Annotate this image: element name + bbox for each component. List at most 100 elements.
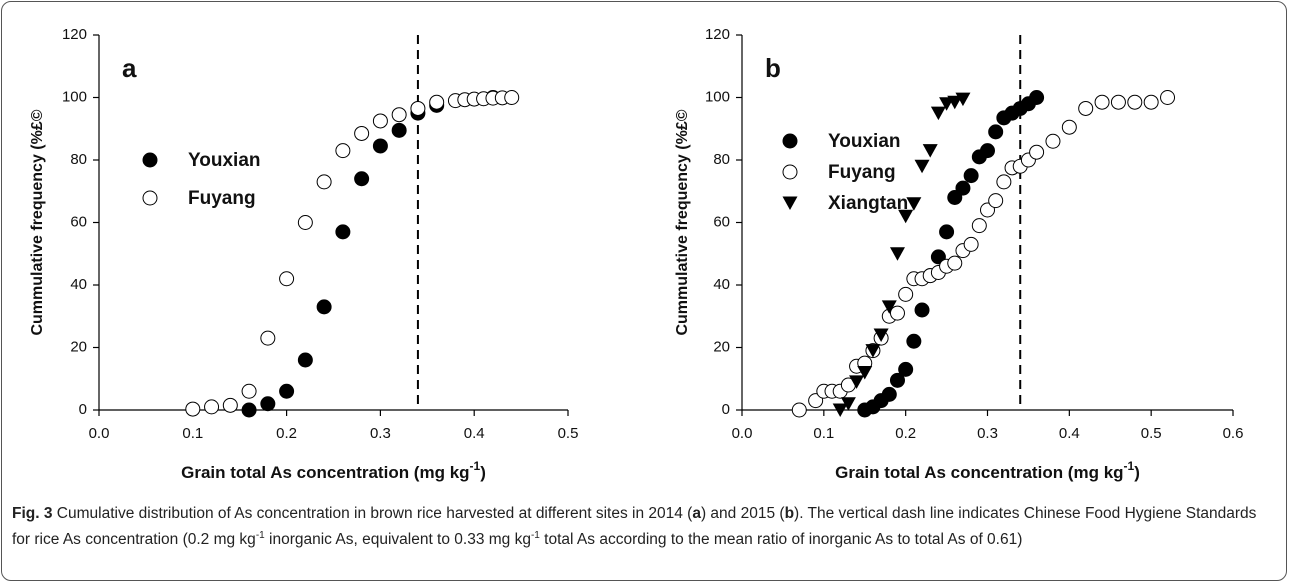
point	[980, 143, 995, 159]
point	[279, 271, 295, 287]
y-tick-label: 0	[79, 401, 87, 418]
point	[914, 159, 930, 174]
point	[260, 396, 276, 412]
y-tick-label: 60	[713, 213, 730, 230]
legend-label: Fuyang	[188, 188, 256, 209]
y-tick-label: 0	[722, 401, 730, 418]
point	[260, 330, 276, 346]
point	[1143, 94, 1159, 110]
point	[354, 125, 370, 141]
y-tick-label: 120	[62, 26, 87, 43]
caption-part: Cumulative distribution of As concentrat…	[52, 505, 693, 522]
point	[204, 399, 220, 415]
legend-marker	[782, 164, 798, 180]
point	[988, 193, 1004, 209]
point	[1110, 94, 1126, 110]
y-tick-label: 40	[70, 276, 87, 293]
x-axis-label: Grain total As concentration (mg kg-1)	[181, 459, 486, 482]
point	[865, 344, 881, 358]
point	[391, 122, 407, 138]
point	[889, 247, 905, 261]
y-tick-label: 100	[705, 88, 730, 105]
x-axis-label: Grain total As concentration (mg kg-1)	[835, 459, 1140, 482]
point	[889, 305, 905, 321]
caption-part: ). The vertical dash line indicates Chin…	[12, 505, 1257, 549]
x-axis-label-text: Grain total As concentration (mg kg	[835, 463, 1123, 482]
x-axis-label-end: )	[480, 463, 486, 482]
point	[279, 383, 295, 399]
panel-label: b	[765, 53, 781, 83]
y-tick-label: 20	[713, 338, 730, 355]
legend-marker	[782, 133, 798, 149]
legend-label: Xiangtan	[828, 193, 908, 214]
point	[1127, 94, 1143, 110]
legend-label: Fuyang	[828, 162, 896, 183]
point	[914, 302, 930, 318]
x-tick-label: 0.1	[182, 425, 203, 442]
point	[963, 236, 979, 252]
point	[222, 397, 238, 413]
y-tick-label: 60	[70, 213, 87, 230]
x-tick-label: 0.5	[1141, 425, 1162, 442]
point	[930, 249, 946, 265]
point	[316, 174, 332, 190]
caption: Fig. 3 Cumulative distribution of As con…	[12, 503, 1274, 551]
point	[297, 352, 313, 368]
legend-label: Youxian	[828, 131, 901, 152]
y-tick-label: 80	[70, 151, 87, 168]
point	[947, 190, 963, 205]
point	[185, 401, 201, 417]
point	[955, 180, 971, 196]
caption-part: -1	[530, 530, 540, 541]
point	[297, 215, 313, 230]
x-axis-label-sup: -1	[470, 459, 481, 473]
point	[906, 197, 922, 211]
point	[1160, 90, 1176, 105]
point	[316, 299, 332, 315]
y-tick-label: 20	[70, 338, 87, 355]
panel-label: a	[122, 53, 137, 83]
y-tick-label: 120	[705, 26, 730, 43]
legend-label: Youxian	[188, 150, 261, 171]
x-axis-label-sup: -1	[1124, 459, 1135, 473]
point	[335, 224, 351, 240]
x-tick-label: 0.2	[276, 425, 297, 442]
point	[429, 94, 445, 110]
figure: 0 20 40 60 80 100 120 0.0 0.1 0.2 0.3 0.4 0.5 a Cummul…	[29, 26, 1244, 483]
y-tick-label: 100	[62, 88, 87, 105]
point	[504, 90, 520, 105]
point	[1029, 90, 1045, 105]
point	[881, 386, 897, 402]
caption-part: b	[784, 505, 795, 522]
point	[791, 402, 807, 418]
x-tick-label: 0.2	[895, 425, 916, 442]
x-tick-label: 0.5	[558, 425, 579, 442]
caption-part: inorganic As, equivalent to 0.33 mg kg	[264, 531, 531, 549]
x-tick-label: 0.4	[1059, 425, 1080, 442]
x-tick-label: 0.1	[813, 425, 834, 442]
legend-marker	[142, 152, 158, 168]
point	[832, 403, 848, 417]
x-tick-label: 0.3	[370, 425, 391, 442]
point	[873, 328, 889, 342]
point	[372, 113, 388, 129]
point	[881, 300, 897, 314]
x-tick-label: 0.0	[732, 425, 753, 442]
point	[241, 383, 257, 399]
y-tick-label: 40	[713, 276, 730, 293]
legend-marker	[782, 196, 798, 210]
point	[849, 375, 865, 389]
point	[955, 92, 971, 107]
x-tick-label: 0.3	[977, 425, 998, 442]
point	[947, 95, 963, 110]
point	[898, 209, 914, 224]
point	[922, 144, 938, 158]
caption-part: total As according to the mean ratio of …	[539, 531, 1023, 549]
point	[840, 397, 856, 411]
y-tick-label: 80	[713, 151, 730, 168]
point	[906, 333, 922, 349]
point	[971, 218, 987, 234]
point	[391, 107, 407, 123]
x-tick-label: 0.6	[1223, 425, 1244, 442]
x-axis-label-text: Grain total As concentration (mg kg	[181, 463, 469, 482]
